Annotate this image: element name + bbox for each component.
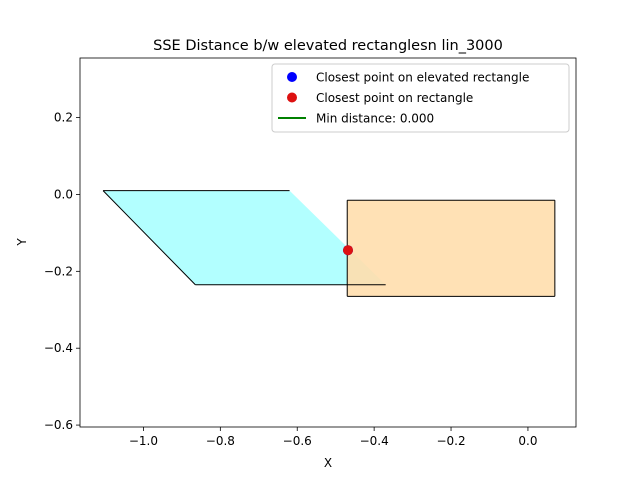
legend-box (271, 63, 570, 133)
y-tick-label: −0.6 (44, 418, 73, 432)
closest-point-marker (342, 245, 353, 256)
y-axis-label: Y (15, 238, 29, 247)
y-tick-label: −0.4 (44, 341, 73, 355)
x-axis-label: X (324, 456, 332, 470)
y-tick-label: −0.2 (44, 264, 73, 278)
legend-marker (287, 72, 297, 82)
x-ticks: −1.0 −0.8 −0.6 −0.4 −0.2 0.0 (129, 427, 537, 448)
legend-label: Closest point on rectangle (316, 91, 473, 105)
x-tick-label: 0.0 (518, 434, 537, 448)
elevated-rectangle-edge (102, 190, 196, 286)
x-tick-label: −0.2 (436, 434, 465, 448)
y-tick-label: 0.0 (54, 187, 73, 201)
legend-label: Min distance: 0.000 (316, 112, 434, 126)
x-tick-label: −0.8 (206, 434, 235, 448)
x-tick-label: −0.4 (360, 434, 389, 448)
y-tick-label: 0.2 (54, 111, 73, 125)
series-layer (342, 245, 353, 256)
legend-label: Closest point on elevated rectangle (316, 71, 529, 85)
legend: Closest point on elevated rectangle Close… (271, 63, 570, 133)
elevated-rectangle-fill (103, 190, 386, 285)
axes-frame (79, 57, 577, 428)
x-tick-label: −0.6 (283, 434, 312, 448)
legend-marker (287, 92, 297, 103)
y-ticks: 0.2 0.0 −0.2 −0.4 −0.6 (44, 111, 80, 432)
chart-title: SSE Distance b/w elevated rectanglesn li… (153, 38, 503, 54)
x-tick-label: −1.0 (129, 434, 158, 448)
rectangle-fill (347, 200, 555, 297)
